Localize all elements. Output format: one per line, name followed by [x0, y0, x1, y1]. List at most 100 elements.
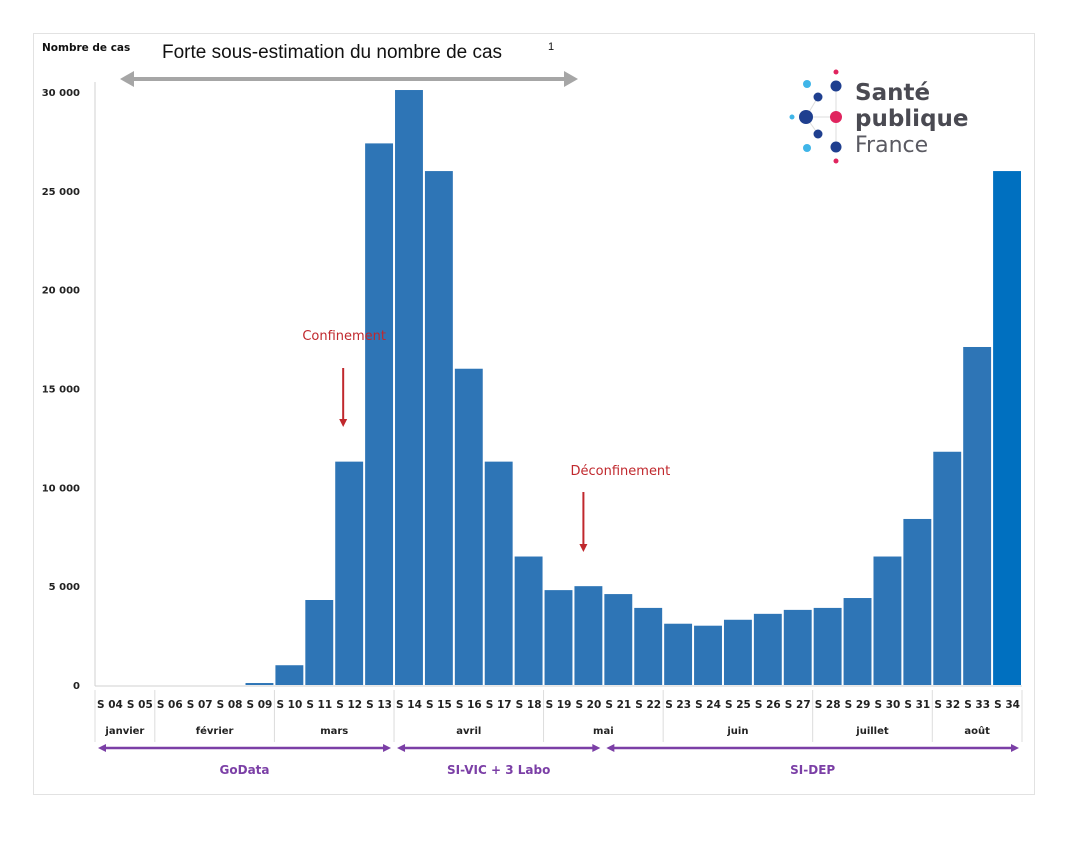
- bar-s24: [694, 625, 722, 685]
- x-axis: S 04 S 05 S 06 S 07 S 08 S 09 S 10 S 11 S 12 S 13…: [95, 685, 1022, 711]
- x-tick-label: S 34: [994, 699, 1020, 711]
- bar-s29: [843, 598, 872, 685]
- bar-s16: [454, 368, 483, 685]
- bar-s11: [305, 600, 334, 685]
- y-tick-label: 25 000: [42, 187, 80, 198]
- source-label: SI-DEP: [790, 763, 835, 777]
- bar-s28: [813, 607, 842, 685]
- deconfinement-label: Déconfinement: [571, 464, 671, 479]
- bar-s20: [574, 586, 603, 685]
- y-axis-title: Nombre de cas: [42, 42, 130, 54]
- bar-s17: [484, 461, 513, 685]
- month-label: juillet: [855, 726, 889, 737]
- month-label: mars: [320, 726, 348, 737]
- y-tick-label: 20 000: [42, 286, 80, 297]
- bar-s33: [963, 346, 992, 685]
- bar-s10: [275, 665, 304, 685]
- x-tick-label: S 33: [964, 699, 990, 711]
- x-tick-label: S 17: [486, 699, 512, 711]
- confinement-label: Confinement: [302, 329, 386, 344]
- bar-s25: [723, 619, 752, 685]
- x-tick-label: S 26: [755, 699, 781, 711]
- bar-s30: [873, 556, 902, 685]
- x-tick-label: S 27: [785, 699, 811, 711]
- x-tick-label: S 04: [97, 699, 123, 711]
- arrow-right-icon: [592, 744, 601, 752]
- x-tick-label: S 11: [306, 699, 332, 711]
- bar-s21: [604, 594, 633, 685]
- x-tick-label: S 22: [635, 699, 661, 711]
- arrow-right-icon: [1011, 744, 1019, 752]
- bar-s34: [993, 171, 1021, 686]
- sante-publique-france-logo: Santé publique France: [789, 69, 969, 164]
- chart-title: Forte sous-estimation du nombre de cas: [162, 42, 502, 63]
- arrow-right-icon: [564, 71, 578, 87]
- bar-s22: [634, 607, 663, 685]
- month-label: juin: [726, 726, 748, 737]
- x-tick-label: S 14: [396, 699, 422, 711]
- arrow-down-icon: [579, 544, 588, 552]
- x-tick-label: S 06: [157, 699, 183, 711]
- x-tick-label: S 18: [516, 699, 542, 711]
- bar-s27: [783, 609, 812, 685]
- month-label: janvier: [104, 726, 144, 737]
- bar-s31: [903, 518, 932, 685]
- logo-line-1: Santé: [855, 80, 930, 106]
- x-tick-label: S 25: [725, 699, 751, 711]
- logo-line-2: publique: [855, 106, 969, 132]
- x-tick-label: S 32: [934, 699, 960, 711]
- annotations: Confinement Déconfinement: [120, 71, 670, 552]
- month-label: mai: [593, 726, 614, 737]
- bar-s23: [664, 623, 693, 685]
- month-label: avril: [456, 726, 481, 737]
- x-tick-label: S 30: [875, 699, 901, 711]
- bar-s09: [245, 683, 274, 685]
- y-tick-label: 0: [73, 681, 80, 692]
- arrow-left-icon: [120, 71, 134, 87]
- x-tick-label: S 16: [456, 699, 482, 711]
- bars: [245, 90, 1021, 686]
- x-tick-label: S 13: [366, 699, 392, 711]
- data-sources: GoData SI-VIC + 3 Labo SI-DEP: [98, 744, 1019, 777]
- arrow-left-icon: [397, 744, 406, 752]
- bar-s13: [365, 143, 394, 686]
- chart-header: Nombre de cas Forte sous-estimation du n…: [42, 41, 554, 63]
- arrow-left-icon: [98, 744, 106, 752]
- x-tick-label: S 07: [187, 699, 213, 711]
- x-tick-label: S 09: [247, 699, 273, 711]
- logo-molecule-icon: [789, 69, 842, 164]
- y-tick-label: 30 000: [42, 88, 80, 99]
- bar-s32: [933, 451, 962, 685]
- arrow-right-icon: [383, 744, 392, 752]
- x-tick-label: S 28: [815, 699, 841, 711]
- title-superscript: 1: [548, 41, 554, 53]
- bar-s19: [544, 590, 573, 685]
- x-tick-label: S 31: [904, 699, 930, 711]
- logo-line-3: France: [855, 133, 928, 158]
- x-tick-label: S 10: [276, 699, 302, 711]
- x-tick-label: S 21: [605, 699, 631, 711]
- bar-s15: [424, 171, 453, 686]
- x-tick-label: S 15: [426, 699, 452, 711]
- y-tick-label: 15 000: [42, 385, 80, 396]
- y-axis: 0 5 000 10 000 15 000 20 000 25 000 30 000: [42, 82, 96, 692]
- y-tick-label: 5 000: [49, 582, 80, 593]
- x-tick-label: S 19: [546, 699, 572, 711]
- source-label: GoData: [220, 763, 270, 777]
- bar-s12: [335, 461, 364, 685]
- arrow-down-icon: [339, 419, 348, 427]
- bar-s18: [514, 556, 543, 685]
- x-tick-label: S 24: [695, 699, 721, 711]
- arrow-left-icon: [606, 744, 615, 752]
- month-labels: janvier février mars avril mai juin juillet aoû…: [94, 690, 1023, 742]
- x-tick-label: S 23: [665, 699, 691, 711]
- x-tick-label: S 12: [336, 699, 362, 711]
- x-tick-label: S 20: [575, 699, 601, 711]
- x-tick-label: S 05: [127, 699, 153, 711]
- x-tick-label: S 29: [845, 699, 871, 711]
- x-tick-label: S 08: [217, 699, 243, 711]
- chart-frame: [33, 33, 1035, 795]
- source-label: SI-VIC + 3 Labo: [447, 763, 550, 777]
- bar-s26: [753, 613, 782, 685]
